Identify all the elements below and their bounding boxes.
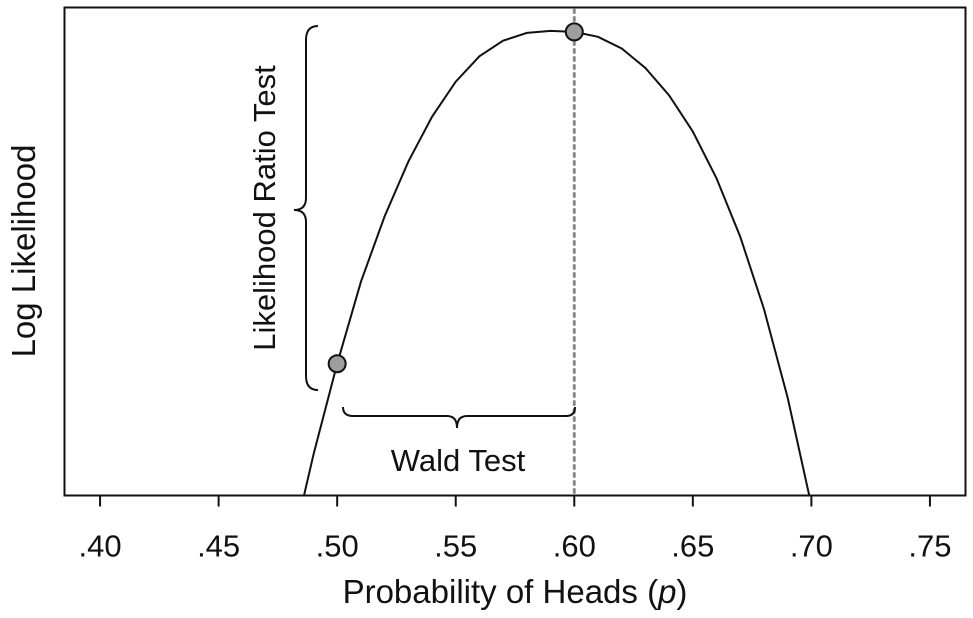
null-hypothesis-point [327, 354, 347, 374]
plot-frame [63, 6, 967, 497]
x-tick-label: .75 [908, 529, 951, 564]
x-tick-label: .40 [79, 529, 122, 564]
x-tick-label: .50 [316, 529, 359, 564]
x-axis: .40 .45 .50 .55 .60 .65 .70 .75 [79, 495, 951, 564]
wald-test-brace [342, 406, 576, 429]
likelihood-ratio-test-label: Likelihood Ratio Test [247, 65, 282, 351]
wald-test-label: Wald Test [391, 443, 526, 478]
x-tick-label: .60 [553, 529, 596, 564]
x-tick-label: .45 [197, 529, 240, 564]
y-axis-title: Log Likelihood [5, 145, 42, 358]
x-axis-title: Probability of Heads (p) [343, 573, 688, 610]
log-likelihood-curve [303, 29, 811, 495]
highlighted-points [327, 22, 584, 374]
x-axis-title-prefix: Probability of Heads ( [343, 573, 658, 610]
x-axis-title-variable: p [657, 573, 676, 610]
x-tick-label: .55 [434, 529, 477, 564]
maximum-likelihood-point [564, 22, 584, 42]
x-tick-label: .70 [790, 529, 833, 564]
likelihood-ratio-brace [293, 25, 319, 391]
x-axis-title-suffix: ) [676, 573, 687, 610]
x-tick-label: .65 [671, 529, 714, 564]
